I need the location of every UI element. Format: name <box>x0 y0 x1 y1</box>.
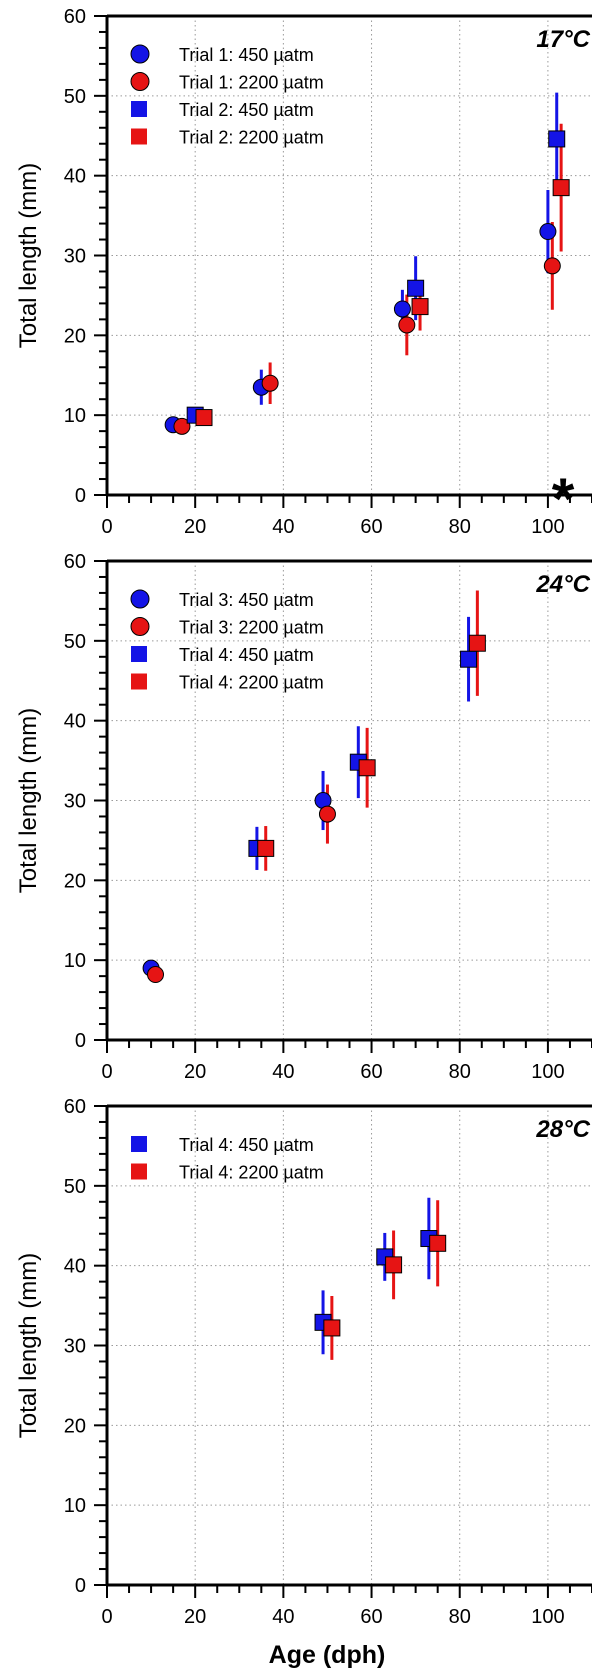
temperature-label: 17°C <box>536 26 590 53</box>
y-axis-label: Total length (mm) <box>15 1253 42 1438</box>
data-point-square <box>323 1319 341 1337</box>
y-axis-label: Total length (mm) <box>15 163 42 348</box>
panel-1: 0 20 40 60 80 100 0 10 20 30 40 50 60 Total length (m… <box>15 6 592 538</box>
x-axis-label: Age (dph) <box>269 1641 386 1669</box>
y-tick-label: 10 <box>64 950 86 972</box>
y-tick-label: 20 <box>64 1415 86 1437</box>
x-tick-label: 40 <box>272 516 294 538</box>
legend-marker-square <box>131 101 147 117</box>
data-point-circle <box>173 417 191 435</box>
x-tick-label: 100 <box>531 516 564 538</box>
data-point-square <box>411 298 429 316</box>
data-point-square <box>358 759 376 777</box>
x-tick-label: 100 <box>531 1606 564 1628</box>
significance-marker: * <box>552 467 575 532</box>
legend-entry: Trial 4: 450 µatm <box>179 1135 314 1155</box>
y-tick-label: 50 <box>64 86 86 108</box>
y-tick-label: 30 <box>64 246 86 268</box>
x-tick-label: 80 <box>449 516 471 538</box>
y-tick-label: 0 <box>75 485 86 507</box>
panel-2: 0 20 40 60 80 100 0 10 20 30 40 50 60 Total length (m… <box>15 551 592 1083</box>
legend-marker-square <box>131 673 147 690</box>
data-point-square <box>257 839 275 857</box>
data-point-square <box>460 650 478 668</box>
x-tick-label: 40 <box>272 1061 294 1083</box>
legend-entry: Trial 2: 450 µatm <box>179 100 314 120</box>
data-point-circle <box>261 374 279 392</box>
legend-entry: Trial 4: 2200 µatm <box>179 1163 324 1183</box>
data-point-square <box>429 1234 447 1252</box>
y-tick-label: 0 <box>75 1575 86 1597</box>
x-tick-label: 60 <box>360 1606 382 1628</box>
data-point-circle <box>318 805 336 823</box>
legend-entry: Trial 1: 450 µatm <box>179 45 314 65</box>
legend-marker-square <box>131 646 147 662</box>
y-tick-label: 20 <box>64 325 86 347</box>
y-tick-label: 60 <box>64 1096 86 1118</box>
legend-marker-circle <box>130 617 150 636</box>
y-tick-label: 30 <box>64 1336 86 1358</box>
y-tick-label: 60 <box>64 551 86 573</box>
x-tick-label: 60 <box>360 516 382 538</box>
x-tick-label: 20 <box>184 516 206 538</box>
temperature-label: 28°C <box>535 1116 590 1143</box>
y-tick-label: 10 <box>64 1495 86 1517</box>
legend-marker-circle <box>130 589 150 609</box>
y-tick-label: 0 <box>75 1030 86 1052</box>
legend-entry: Trial 2: 2200 µatm <box>179 128 324 148</box>
legend-marker-circle <box>130 44 150 64</box>
legend-entry: Trial 3: 450 µatm <box>179 590 314 610</box>
data-point-square <box>552 179 570 197</box>
x-tick-label: 0 <box>101 1606 112 1628</box>
legend-marker-square <box>131 1163 147 1180</box>
legend-entry: Trial 1: 2200 µatm <box>179 73 324 93</box>
x-tick-label: 80 <box>449 1606 471 1628</box>
y-tick-label: 40 <box>64 1256 86 1278</box>
legend-marker-circle <box>130 72 150 91</box>
x-tick-label: 20 <box>184 1061 206 1083</box>
data-point-circle <box>147 966 164 984</box>
y-tick-label: 50 <box>64 1176 86 1198</box>
data-point-square <box>468 634 486 652</box>
legend-entry: Trial 3: 2200 µatm <box>179 618 324 638</box>
x-tick-label: 20 <box>184 1606 206 1628</box>
data-point-circle <box>393 300 411 318</box>
x-tick-label: 80 <box>449 1061 471 1083</box>
x-tick-label: 0 <box>101 1061 112 1083</box>
data-point-square <box>195 409 213 427</box>
legend-entry: Trial 4: 450 µatm <box>179 645 314 665</box>
y-tick-label: 20 <box>64 870 86 892</box>
y-tick-label: 50 <box>64 631 86 653</box>
x-tick-label: 40 <box>272 1606 294 1628</box>
data-point-circle <box>543 257 561 275</box>
temperature-label: 24°C <box>535 571 590 598</box>
y-tick-label: 10 <box>64 405 86 427</box>
y-tick-label: 40 <box>64 166 86 188</box>
data-point-square <box>407 279 425 297</box>
legend-marker-square <box>131 1136 147 1152</box>
legend-entry: Trial 4: 2200 µatm <box>179 673 324 693</box>
legend-marker-square <box>131 128 147 145</box>
data-point-square <box>548 130 566 148</box>
x-tick-label: 100 <box>531 1061 564 1083</box>
y-tick-label: 30 <box>64 791 86 813</box>
x-tick-label: 60 <box>360 1061 382 1083</box>
panel-3: 0 20 40 60 80 100 0 10 20 30 40 50 60 Total length (m… <box>15 1096 592 1628</box>
y-tick-label: 60 <box>64 6 86 28</box>
y-axis-label: Total length (mm) <box>15 708 42 893</box>
x-tick-label: 0 <box>101 516 112 538</box>
data-point-circle <box>539 223 557 241</box>
y-tick-label: 40 <box>64 711 86 733</box>
data-point-square <box>385 1256 403 1274</box>
data-point-circle <box>398 316 416 334</box>
